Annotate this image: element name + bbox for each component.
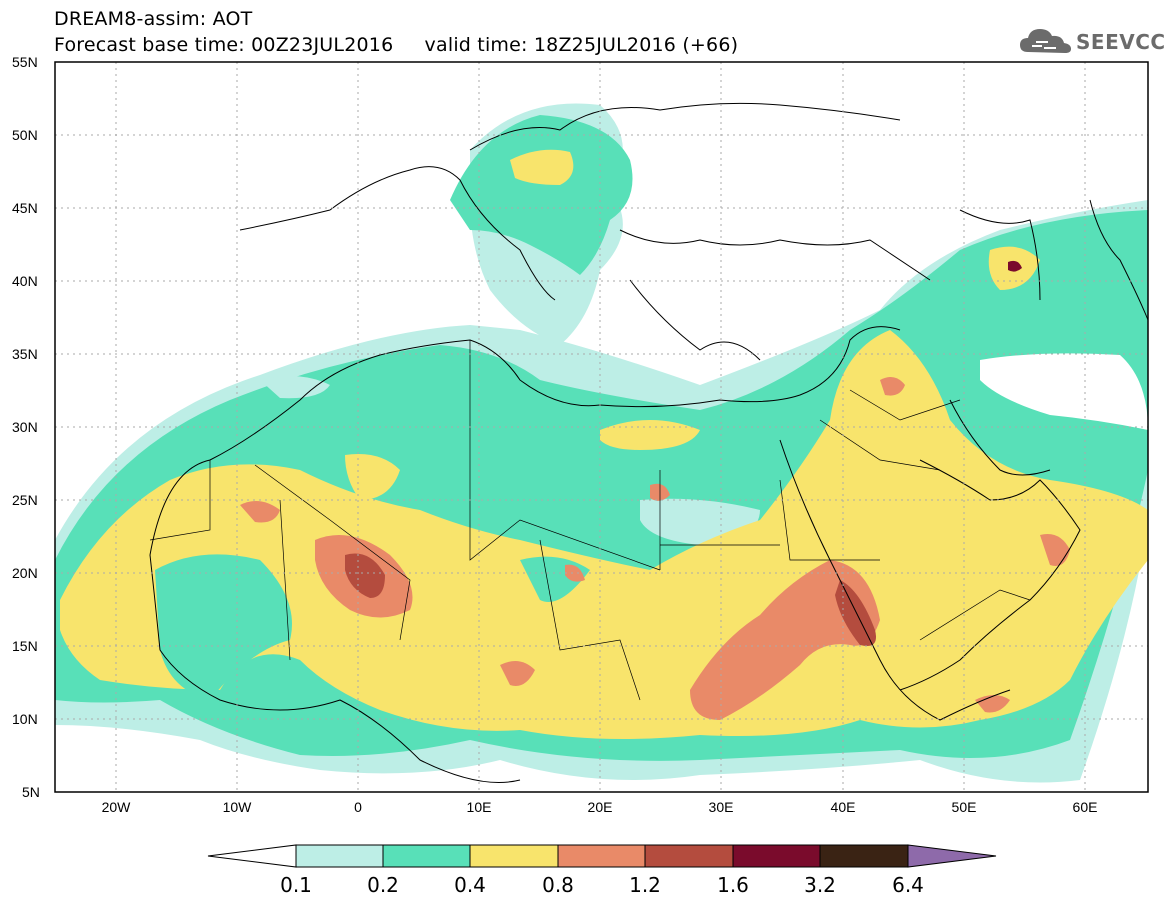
lat-label: 35N (12, 346, 38, 362)
lat-label: 15N (12, 638, 38, 654)
colorbar-label: 0.2 (367, 873, 399, 897)
forecast-time-line: Forecast base time: 00Z23JUL2016 valid t… (54, 34, 739, 56)
colorbar-bin (819, 844, 909, 868)
colorbar-bin (732, 844, 821, 868)
lon-label: 40E (831, 799, 856, 815)
lat-label: 5N (22, 784, 40, 800)
borders (149, 340, 1031, 701)
colorbar-bin (557, 844, 646, 868)
colorbar-lower-arrow (207, 844, 297, 868)
colorbar-label: 6.4 (892, 873, 924, 897)
lat-label: 45N (12, 200, 38, 216)
aot-contour-0.4-alps (510, 149, 574, 185)
seevccc-logo: SEEVCCC (1018, 24, 1165, 58)
colorbar-bin (382, 844, 471, 868)
latitude-labels: 55N 50N 45N 40N 35N 30N 25N 20N 15N 10N … (12, 54, 40, 800)
lat-label: 30N (12, 419, 38, 435)
aot-contour-1.2-eritrea (835, 580, 876, 646)
aot-contour-0.8-sudan (690, 560, 880, 720)
colorbar-label: 0.4 (454, 873, 486, 897)
aot-contour-0.2-europe (450, 115, 633, 275)
colorbar-bin (644, 844, 734, 868)
longitude-labels: 20W 10W 0 10E 20E 30E 40E 50E 60E (102, 799, 1098, 815)
lon-label: 10W (223, 799, 253, 815)
colorbar-bin (295, 844, 384, 868)
aot-contour-1.2-mali (345, 553, 385, 598)
lat-label: 20N (12, 565, 38, 581)
aot-contour-0.8-oman (1040, 534, 1070, 566)
gridlines (55, 62, 1148, 792)
colorbar-upper-arrow (907, 844, 997, 868)
map-frame (54, 61, 1149, 793)
colorbar-label: 0.8 (542, 873, 574, 897)
lon-label: 50E (952, 799, 977, 815)
aot-contour-0.8-iraq (880, 376, 905, 396)
lon-label: 30E (709, 799, 734, 815)
colorbar: 0.1 0.2 0.4 0.8 1.2 1.6 3.2 6.4 (207, 844, 997, 897)
lat-label: 25N (12, 492, 38, 508)
lon-label: 60E (1073, 799, 1098, 815)
lat-label: 50N (12, 127, 38, 143)
coastlines (149, 102, 1149, 783)
map-title: DREAM8-assim: AOT (54, 8, 253, 30)
aot-contour-0.4 (60, 330, 1148, 739)
aot-contour-0.8-mauritania (240, 501, 280, 523)
colorbar-bin (469, 844, 559, 868)
lat-label: 40N (12, 273, 38, 289)
lon-label: 20E (588, 799, 613, 815)
logo-text: SEEVCCC (1076, 30, 1165, 54)
colorbar-label: 1.2 (629, 873, 661, 897)
aot-contour-1.6 (1008, 260, 1022, 272)
lat-label: 10N (12, 711, 38, 727)
colorbar-label: 1.6 (717, 873, 749, 897)
cloud-icon (1020, 29, 1071, 53)
lon-label: 20W (102, 799, 132, 815)
colorbar-label: 3.2 (804, 873, 836, 897)
colorbar-label: 0.1 (280, 873, 312, 897)
lon-label: 10E (467, 799, 492, 815)
lat-label: 55N (12, 54, 38, 70)
lon-label: 0 (354, 799, 362, 815)
